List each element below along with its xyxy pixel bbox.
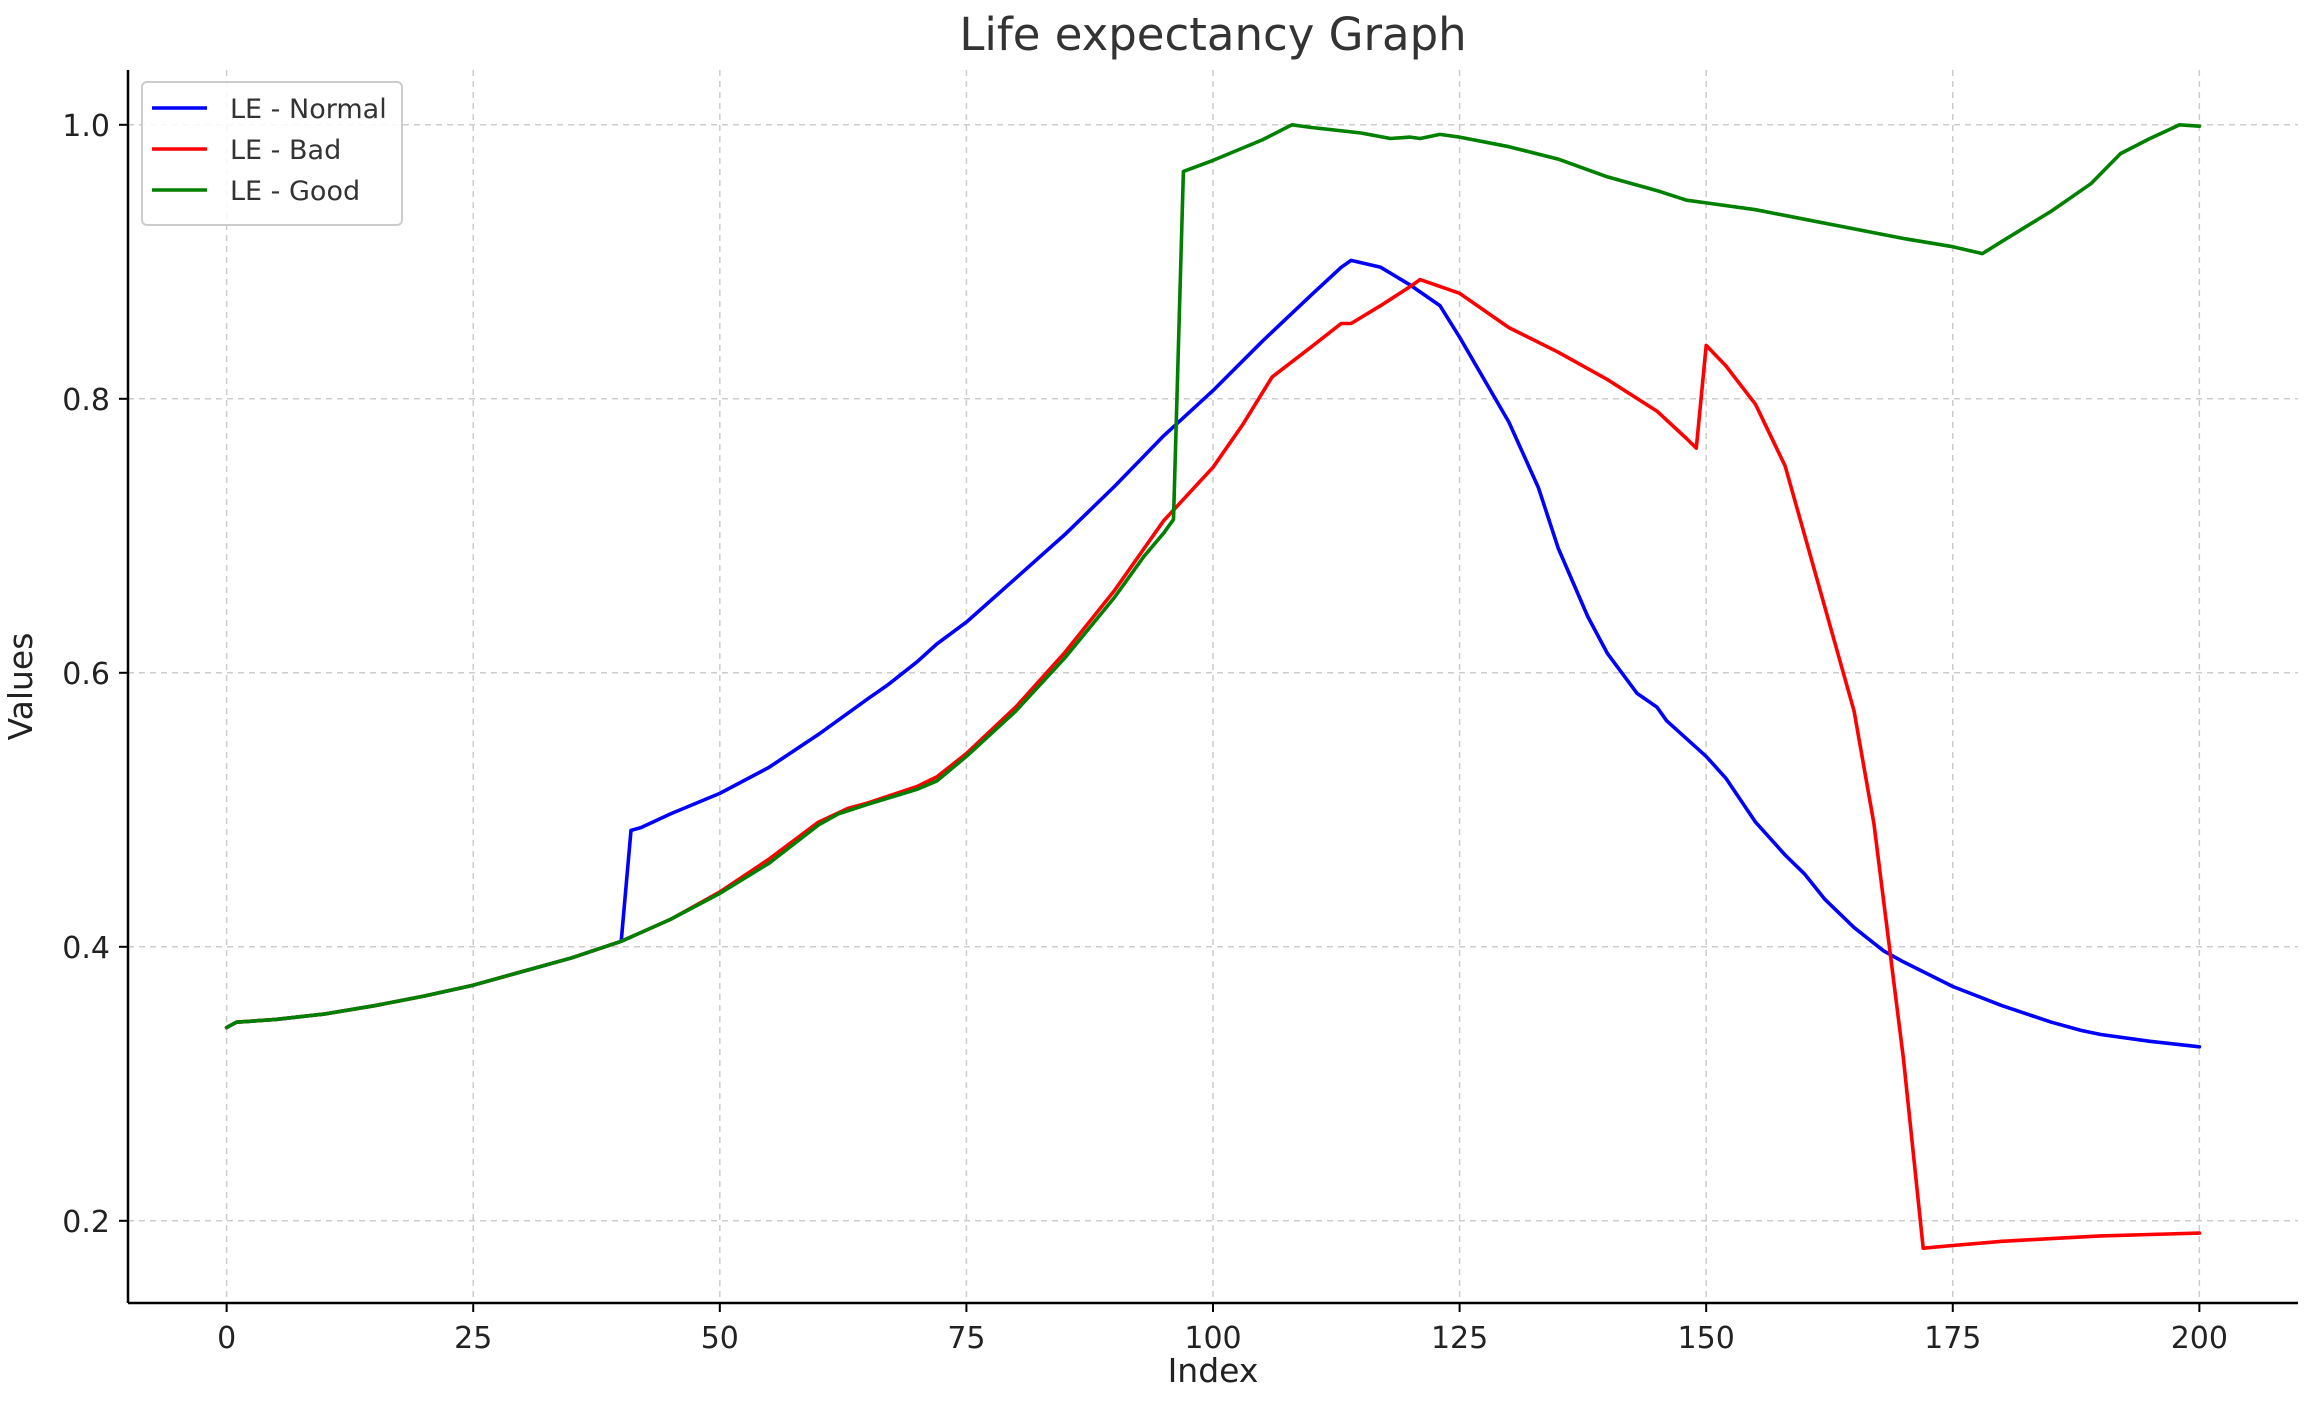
legend-items: LE - Normal LE - Bad LE - Good — [152, 94, 387, 207]
legend: LE - Normal LE - Bad LE - Good — [141, 81, 403, 226]
x-tick-label: 125 — [1431, 1321, 1488, 1356]
y-tick-label: 0.6 — [62, 657, 110, 692]
series-line-le-good — [224, 123, 2202, 1030]
legend-label: LE - Normal — [230, 94, 387, 125]
y-tick-label: 0.8 — [62, 383, 110, 418]
x-tick-label: 150 — [1678, 1321, 1735, 1356]
y-ticks: 0.2 0.4 0.6 0.8 1.0 — [62, 109, 128, 1240]
y-tick-label: 0.4 — [62, 931, 110, 966]
x-tick-label: 25 — [454, 1321, 492, 1356]
chart-title: Life expectancy Graph — [959, 8, 1466, 61]
grid — [128, 70, 2298, 1303]
y-tick-label: 1.0 — [62, 109, 110, 144]
y-axis-label: Values — [1, 633, 40, 741]
x-tick-label: 200 — [2171, 1321, 2228, 1356]
y-tick-label: 0.2 — [62, 1205, 110, 1240]
series — [224, 123, 2202, 1250]
x-ticks: 0 25 50 75 100 125 150 175 200 — [217, 1303, 2228, 1356]
x-tick-label: 175 — [1924, 1321, 1981, 1356]
series-line-le-normal — [224, 258, 2202, 1049]
x-tick-label: 75 — [947, 1321, 985, 1356]
legend-label: LE - Bad — [230, 135, 341, 166]
x-tick-label: 50 — [701, 1321, 739, 1356]
x-tick-label: 100 — [1184, 1321, 1241, 1356]
x-axis-label: Index — [1168, 1351, 1259, 1390]
legend-label: LE - Good — [230, 176, 360, 207]
x-tick-label: 0 — [217, 1321, 236, 1356]
